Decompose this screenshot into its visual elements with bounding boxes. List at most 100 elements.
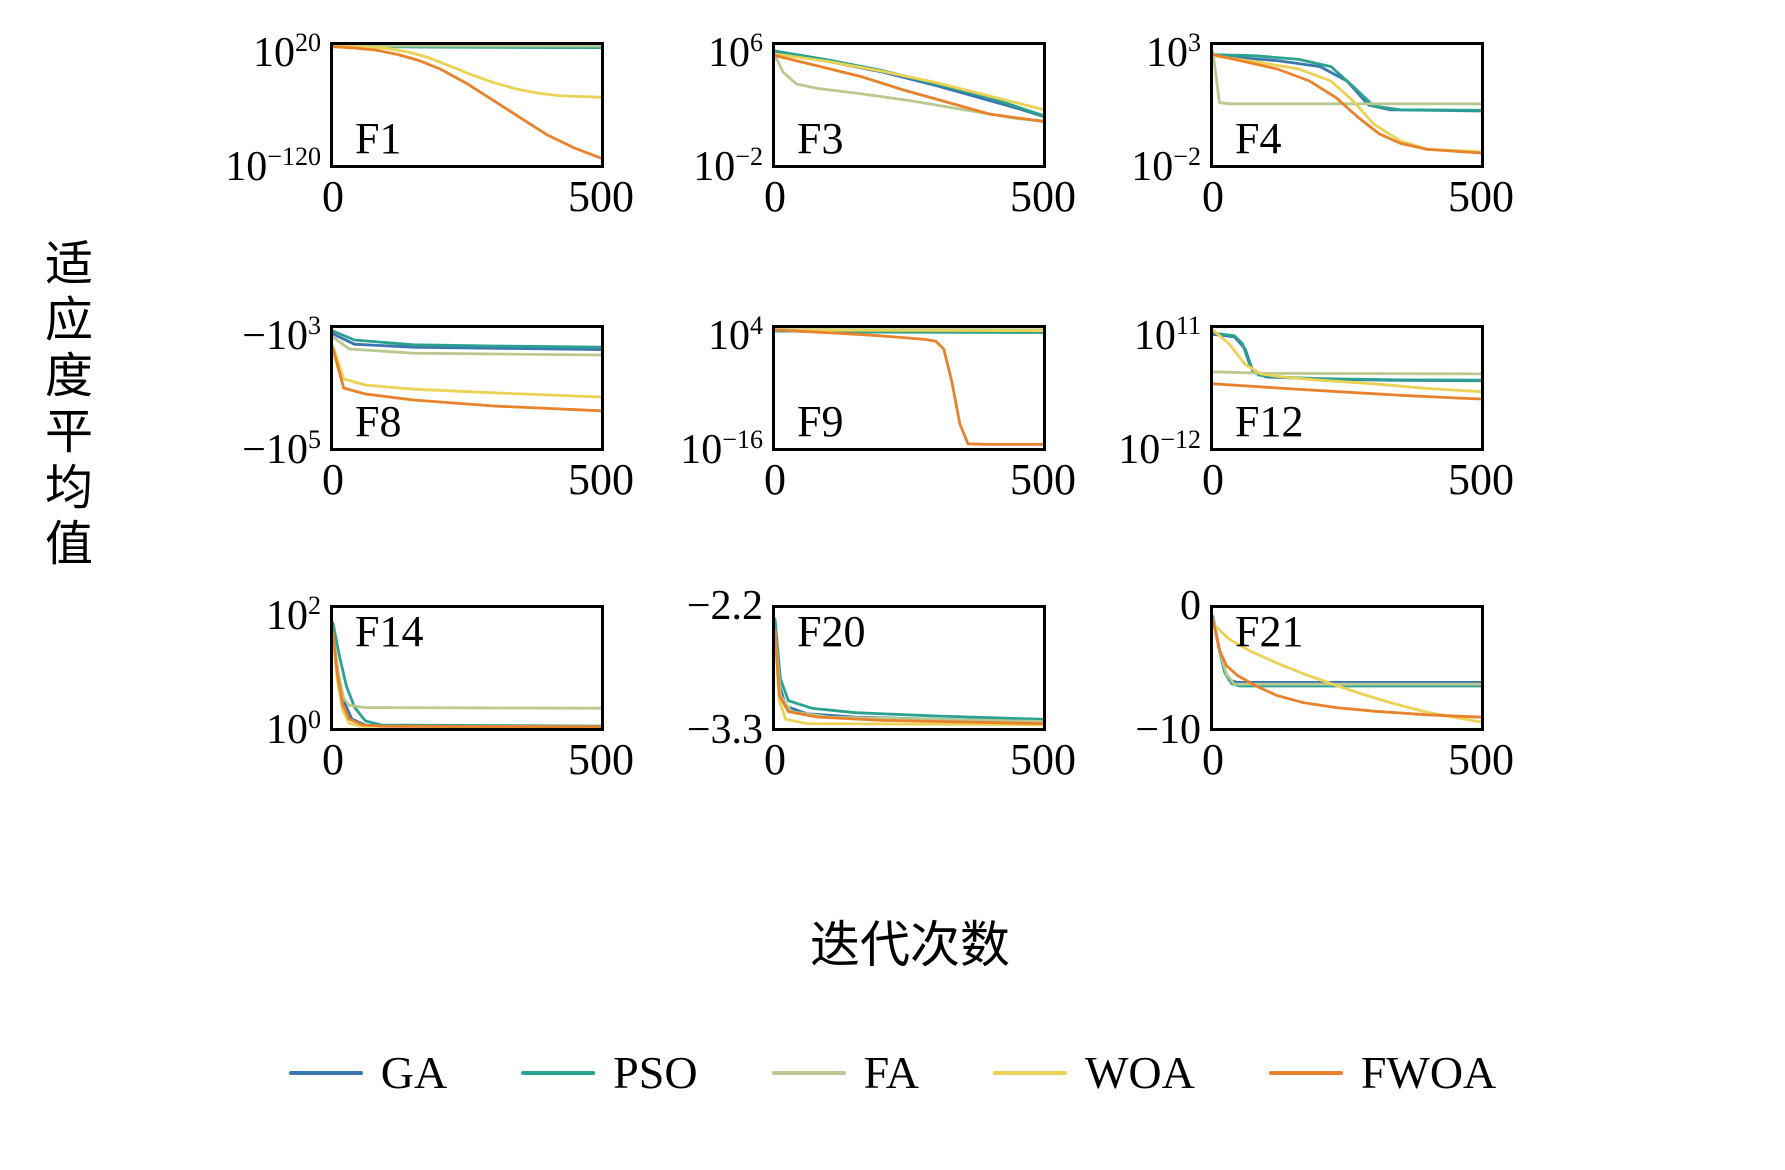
legend-item-WOA: WOA xyxy=(992,1047,1195,1098)
xtick-500-F9: 500 xyxy=(1010,455,1076,504)
plot-area-F8 xyxy=(333,329,601,413)
series-line-PSO xyxy=(1213,331,1481,382)
plot-title-F4: F4 xyxy=(1235,114,1282,163)
ytick-top-F9: 104 xyxy=(707,311,763,359)
series-line-WOA xyxy=(1213,328,1481,394)
ytick-bottom-F21: −10 xyxy=(1135,707,1201,753)
xtick-0-F12: 0 xyxy=(1202,455,1224,504)
series-line-GA xyxy=(775,51,1043,118)
legend-label-FA: FA xyxy=(863,1047,919,1098)
plot-title-F1: F1 xyxy=(355,114,402,163)
legend-line-WOA xyxy=(992,1071,1067,1075)
xtick-0-F4: 0 xyxy=(1202,172,1224,221)
subplot-F9: F9 104 10−16 0 500 xyxy=(680,311,1076,502)
ytick-top-F21: 0 xyxy=(1180,583,1201,629)
subplot-F1: F1 1020 10−120 0 500 xyxy=(225,28,634,219)
xtick-500-F3: 500 xyxy=(1010,172,1076,221)
xtick-500-F21: 500 xyxy=(1448,735,1514,784)
subplot-F20: F20 −2.2 −3.3 0 500 xyxy=(687,584,1076,782)
legend-label-PSO: PSO xyxy=(613,1047,698,1098)
plot-area-F12 xyxy=(1213,328,1481,401)
plot-area-F9 xyxy=(775,328,1043,446)
ytick-bottom-F3: 10−2 xyxy=(693,142,763,190)
xtick-500-F4: 500 xyxy=(1448,172,1514,221)
plot-title-F20: F20 xyxy=(797,607,866,656)
xtick-500-F12: 500 xyxy=(1448,455,1514,504)
xtick-500-F14: 500 xyxy=(568,735,634,784)
legend-label-GA: GA xyxy=(380,1047,448,1098)
legend-item-GA: GA xyxy=(288,1047,448,1098)
legend-line-PSO xyxy=(521,1071,596,1075)
series-line-FWOA xyxy=(1213,382,1481,401)
ytick-top-F3: 106 xyxy=(707,28,763,76)
xtick-0-F8: 0 xyxy=(322,455,344,504)
series-line-PSO xyxy=(1213,53,1481,112)
legend-item-FA: FA xyxy=(771,1047,919,1098)
series-line-GA xyxy=(333,332,601,352)
series-line-PSO xyxy=(333,329,601,349)
series-line-FWOA xyxy=(333,45,601,160)
xtick-0-F20: 0 xyxy=(764,735,786,784)
series-line-WOA xyxy=(775,52,1043,111)
ytick-top-F12: 1011 xyxy=(1133,311,1201,359)
plot-area-F14 xyxy=(333,621,601,728)
plot-area-F1 xyxy=(333,45,601,160)
plot-title-F3: F3 xyxy=(797,114,844,163)
series-line-FWOA xyxy=(775,328,1043,446)
plot-title-F9: F9 xyxy=(797,397,844,446)
series-line-FA xyxy=(1213,370,1481,376)
ytick-bottom-F14: 100 xyxy=(265,705,321,753)
plot-area-F4 xyxy=(1213,50,1481,155)
legend-line-FA xyxy=(771,1071,846,1075)
series-line-FWOA xyxy=(333,630,601,728)
plot-area-F21 xyxy=(1213,614,1481,724)
legend-item-FWOA: FWOA xyxy=(1268,1047,1497,1098)
legend-label-FWOA: FWOA xyxy=(1360,1047,1497,1098)
series-line-WOA xyxy=(775,328,1043,333)
series-line-FWOA xyxy=(775,628,1043,725)
xtick-500-F1: 500 xyxy=(568,172,634,221)
legend-label-WOA: WOA xyxy=(1084,1047,1195,1098)
xtick-500-F20: 500 xyxy=(1010,735,1076,784)
subplot-F21: F21 0 −10 0 500 xyxy=(1135,584,1514,782)
xtick-0-F9: 0 xyxy=(764,455,786,504)
series-line-FWOA xyxy=(775,54,1043,123)
ytick-bottom-F4: 10−2 xyxy=(1131,142,1201,190)
subplot-F12: F12 1011 10−12 0 500 xyxy=(1118,311,1514,502)
legend-line-FWOA xyxy=(1268,1071,1343,1075)
ytick-bottom-F20: −3.3 xyxy=(686,707,763,753)
xtick-0-F21: 0 xyxy=(1202,735,1224,784)
ytick-bottom-F9: 10−16 xyxy=(680,425,763,473)
series-line-FWOA xyxy=(333,347,601,413)
plot-title-F12: F12 xyxy=(1235,397,1304,446)
xtick-0-F1: 0 xyxy=(322,172,344,221)
y-axis-label: 适应度平均值 xyxy=(37,238,90,574)
ytick-top-F1: 1020 xyxy=(252,28,321,76)
series-line-FWOA xyxy=(1213,618,1481,719)
subplot-F4: F4 103 10−2 0 500 xyxy=(1131,28,1514,219)
legend-item-PSO: PSO xyxy=(521,1047,698,1098)
xtick-0-F3: 0 xyxy=(764,172,786,221)
plot-area-F3 xyxy=(775,49,1043,123)
series-line-FA xyxy=(333,335,601,357)
ytick-top-F8: −103 xyxy=(242,311,321,359)
plot-area-F20 xyxy=(775,617,1043,727)
legend-line-GA xyxy=(288,1071,363,1075)
xtick-500-F8: 500 xyxy=(568,455,634,504)
ytick-top-F20: −2.2 xyxy=(686,583,763,629)
plot-title-F21: F21 xyxy=(1235,607,1304,656)
ytick-bottom-F12: 10−12 xyxy=(1118,425,1201,473)
xtick-0-F14: 0 xyxy=(322,735,344,784)
plot-title-F8: F8 xyxy=(355,397,402,446)
ytick-bottom-F8: −105 xyxy=(242,425,321,473)
series-line-WOA xyxy=(333,344,601,399)
subplot-F14: F14 102 100 0 500 xyxy=(266,591,634,782)
x-axis-label: 迭代次数 xyxy=(810,917,1010,973)
subplot-F8: F8 −103 −105 0 500 xyxy=(242,311,634,502)
ytick-top-F14: 102 xyxy=(265,591,321,639)
subplot-F3: F3 106 10−2 0 500 xyxy=(693,28,1076,219)
plot-title-F14: F14 xyxy=(355,607,424,656)
legend: GA PSO FA WOA FWOA xyxy=(0,1048,1785,1098)
series-line-WOA xyxy=(333,45,601,99)
